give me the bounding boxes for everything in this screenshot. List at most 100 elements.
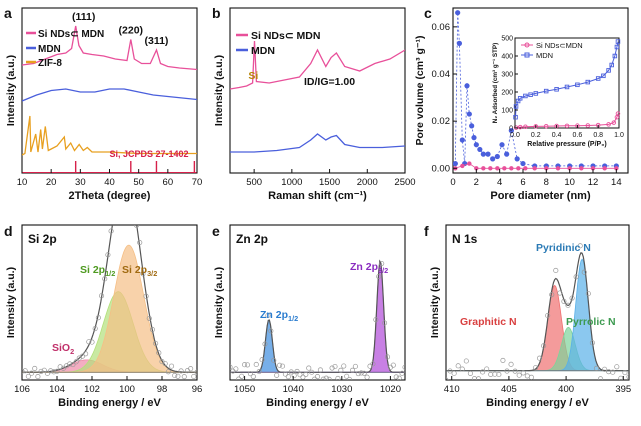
raw-data-point — [230, 364, 233, 370]
data-point — [499, 142, 505, 148]
raw-data-point — [610, 369, 616, 375]
data-point — [459, 137, 465, 143]
raw-data-point — [108, 228, 114, 234]
raw-data-point — [168, 363, 175, 369]
x-tick-label: 1030 — [331, 384, 352, 395]
inset-legend-marker — [524, 52, 530, 58]
raw-data-point — [162, 361, 168, 367]
raw-data-point — [300, 374, 306, 380]
data-point — [455, 10, 461, 16]
raw-data-point — [451, 370, 457, 376]
raw-data-point — [344, 373, 350, 379]
series-line-1 — [230, 133, 405, 153]
raw-data-point — [614, 364, 620, 370]
data-point — [514, 156, 520, 162]
data-point — [494, 153, 500, 160]
raw-data-point — [242, 362, 248, 368]
raw-data-point — [288, 369, 294, 375]
raw-data-point — [140, 271, 146, 277]
inset-x-label: Relative pressure (P/P₀) — [527, 141, 606, 148]
x-tick-label: 1500 — [319, 177, 340, 188]
inset-data-point — [615, 111, 621, 116]
data-point — [485, 151, 491, 157]
inset-data-point — [513, 114, 518, 120]
raw-data-point — [317, 367, 323, 373]
x-tick-label: 8 — [544, 177, 549, 188]
y-axis-label: Intensity (a.u.) — [213, 267, 225, 338]
raw-data-point — [146, 315, 152, 321]
data-point — [453, 160, 458, 167]
raw-data-point — [358, 370, 364, 376]
raw-data-point — [396, 375, 402, 380]
data-point — [523, 166, 528, 171]
raw-data-point — [38, 368, 44, 374]
x-tick-label: 500 — [246, 177, 262, 188]
x-tick-label: 6 — [520, 177, 525, 188]
raw-data-point — [262, 341, 268, 347]
raw-data-point — [585, 291, 591, 297]
raw-data-point — [291, 373, 297, 379]
peak-label: Si 2p3/2 — [122, 264, 157, 278]
raw-data-point — [516, 372, 522, 378]
peak-annotation: (111) — [72, 11, 95, 23]
raw-data-point — [244, 362, 251, 368]
fit-envelope — [230, 259, 405, 373]
raw-data-point — [373, 317, 379, 323]
raw-data-point — [402, 364, 405, 370]
raw-data-point — [463, 358, 469, 364]
raw-data-point — [303, 371, 309, 377]
raw-data-point — [274, 372, 280, 378]
inset-data-point — [533, 124, 539, 129]
raw-data-point — [622, 370, 628, 376]
peak-component-1 — [446, 326, 629, 372]
raw-data-point — [41, 367, 47, 373]
raw-data-point — [341, 363, 347, 369]
peak-label: Pyrrolic N — [566, 316, 616, 328]
raw-data-point — [545, 312, 551, 319]
inset-data-point — [606, 68, 611, 73]
raw-data-point — [156, 350, 162, 356]
data-point — [477, 146, 483, 153]
raw-data-point — [95, 315, 101, 321]
data-point — [544, 166, 549, 171]
inset-x-tick-label: 0.8 — [593, 132, 603, 139]
x-tick-label: 70 — [192, 177, 203, 188]
raw-data-point — [577, 243, 583, 249]
x-tick-label: 2500 — [394, 177, 415, 188]
plot-frame — [445, 224, 630, 381]
raw-data-point — [500, 357, 506, 363]
peak-label: Graphitic N — [460, 316, 517, 328]
raw-data-point — [370, 361, 376, 367]
x-tick-label: 410 — [444, 384, 460, 395]
raw-data-point — [447, 368, 453, 374]
raw-data-point — [92, 325, 98, 332]
inset-data-point — [614, 44, 620, 50]
data-point — [579, 166, 584, 171]
legend-label: ZIF-8 — [38, 58, 62, 69]
raw-data-point — [265, 312, 271, 319]
raw-data-point — [379, 260, 385, 267]
inset-y-tick-label: 300 — [501, 72, 513, 79]
raw-data-point — [393, 374, 399, 380]
reference-label: Si, JCPDS 27-1402 — [110, 149, 189, 159]
data-point — [471, 135, 477, 141]
x-tick-label: 10 — [17, 177, 28, 188]
raw-data-point — [294, 368, 300, 375]
raw-data-point — [480, 369, 486, 375]
raw-data-point — [520, 370, 526, 376]
raw-data-point — [528, 374, 534, 380]
data-point — [614, 166, 619, 171]
panel-b: 500 1000 1500 2000 2500 Raman shift (cm⁻¹) Int… — [212, 5, 416, 202]
raw-data-point — [581, 269, 587, 275]
raw-data-point — [256, 369, 262, 375]
raw-data-point — [22, 368, 28, 374]
x-tick-label: 50 — [133, 177, 144, 188]
raw-data-point — [172, 372, 178, 379]
x-tick-label: 4 — [497, 177, 502, 188]
peak-label: Si 2p1/2 — [80, 264, 115, 278]
series-line-1 — [22, 88, 197, 102]
inset-data-point — [615, 39, 621, 44]
peak-label: SiO2 — [52, 342, 74, 356]
